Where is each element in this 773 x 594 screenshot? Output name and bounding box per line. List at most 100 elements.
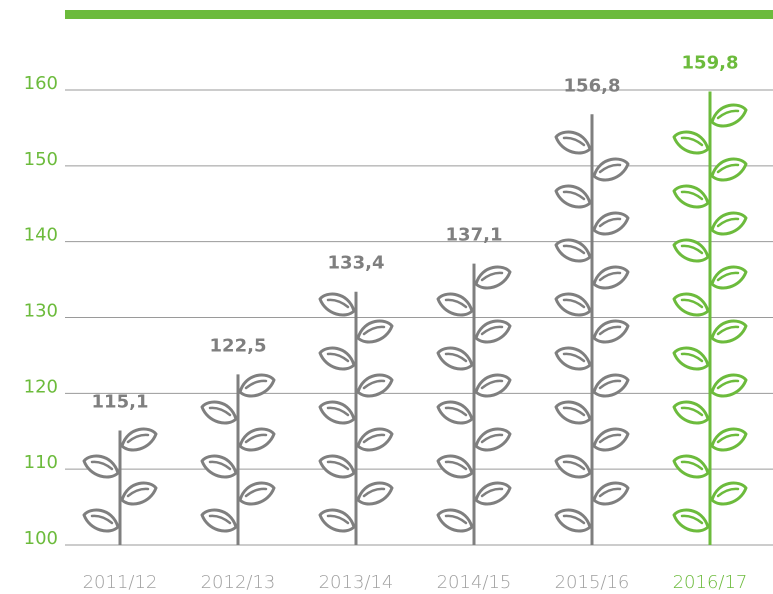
leaf-outline bbox=[710, 427, 748, 452]
leaf-outline bbox=[238, 481, 276, 506]
leaf-outline bbox=[318, 400, 356, 425]
leaf bbox=[672, 238, 710, 263]
leaf bbox=[200, 508, 238, 533]
leaf-rib bbox=[444, 460, 468, 471]
leaf-outline bbox=[436, 400, 474, 425]
leaf-outline bbox=[554, 184, 592, 209]
leaf-outline bbox=[592, 211, 630, 236]
leaf-rib bbox=[716, 163, 740, 174]
leaf-outline bbox=[318, 508, 356, 533]
leaf bbox=[238, 481, 276, 506]
value-label: 156,8 bbox=[564, 75, 621, 96]
y-tick-label: 130 bbox=[24, 301, 58, 322]
leaf-outline bbox=[474, 481, 512, 506]
x-tick-label: 2016/17 bbox=[673, 572, 748, 593]
leaf-rib bbox=[444, 406, 468, 417]
leaf bbox=[710, 373, 748, 398]
leaf bbox=[672, 400, 710, 425]
leaf-rib bbox=[562, 298, 586, 309]
leaf-outline bbox=[672, 130, 710, 155]
x-tick-label: 2012/13 bbox=[201, 572, 276, 593]
leaf-outline bbox=[672, 346, 710, 371]
x-tick-label: 2015/16 bbox=[555, 572, 630, 593]
leaf-outline bbox=[200, 508, 238, 533]
leaf bbox=[238, 427, 276, 452]
leaf-outline bbox=[356, 319, 394, 344]
leaf bbox=[436, 454, 474, 479]
leaf bbox=[82, 454, 120, 479]
leaf-rib bbox=[562, 244, 586, 255]
leaf-outline bbox=[592, 319, 630, 344]
leaf-outline bbox=[554, 238, 592, 263]
x-tick-label: 2011/12 bbox=[83, 572, 158, 593]
leaf bbox=[554, 130, 592, 155]
leaf bbox=[710, 103, 748, 128]
leaf-outline bbox=[474, 319, 512, 344]
leaf-rib bbox=[680, 460, 704, 471]
leaf-outline bbox=[592, 427, 630, 452]
leaf-rib bbox=[562, 136, 586, 147]
leaf-outline bbox=[82, 508, 120, 533]
leaf-outline bbox=[710, 103, 748, 128]
leaf-rib bbox=[326, 460, 350, 471]
leaf bbox=[592, 319, 630, 344]
leaf bbox=[592, 373, 630, 398]
leaf bbox=[318, 346, 356, 371]
leaf bbox=[318, 400, 356, 425]
leaf-outline bbox=[592, 265, 630, 290]
leaf-rib bbox=[716, 271, 740, 282]
leaf-outline bbox=[436, 454, 474, 479]
leaf bbox=[356, 427, 394, 452]
leaf bbox=[356, 319, 394, 344]
leaf-rib bbox=[716, 433, 740, 444]
leaf bbox=[474, 481, 512, 506]
leaf-outline bbox=[710, 265, 748, 290]
leaf-rib bbox=[598, 271, 622, 282]
x-tick-label: 2013/14 bbox=[319, 572, 394, 593]
leaf-rib bbox=[562, 352, 586, 363]
leaf bbox=[710, 211, 748, 236]
y-tick-label: 110 bbox=[24, 452, 58, 473]
leaf-rib bbox=[562, 190, 586, 201]
leaf-rib bbox=[716, 379, 740, 390]
leaf bbox=[592, 427, 630, 452]
leaf-rib bbox=[680, 352, 704, 363]
x-tick-label: 2014/15 bbox=[437, 572, 512, 593]
leaf-outline bbox=[356, 427, 394, 452]
leaf-rib bbox=[598, 433, 622, 444]
leaf-outline bbox=[672, 400, 710, 425]
leaf-outline bbox=[318, 346, 356, 371]
leaf-rib bbox=[680, 136, 704, 147]
leaf-rib bbox=[598, 163, 622, 174]
leaf-outline bbox=[592, 157, 630, 182]
leaf-outline bbox=[238, 427, 276, 452]
leaf-outline bbox=[356, 481, 394, 506]
leaf bbox=[592, 157, 630, 182]
leaf bbox=[592, 211, 630, 236]
leaf-rib bbox=[126, 487, 150, 498]
leaf-outline bbox=[200, 454, 238, 479]
leaf bbox=[672, 508, 710, 533]
leaf-rib bbox=[680, 514, 704, 525]
leaf-rib bbox=[208, 514, 232, 525]
leaf-rib bbox=[326, 352, 350, 363]
leaf-outline bbox=[710, 211, 748, 236]
leaf-rib bbox=[362, 433, 386, 444]
leaf bbox=[474, 319, 512, 344]
leaf-rib bbox=[244, 487, 268, 498]
y-tick-label: 160 bbox=[24, 73, 58, 94]
leaf bbox=[474, 427, 512, 452]
leaf-outline bbox=[200, 400, 238, 425]
leaf-rib bbox=[562, 460, 586, 471]
leaf bbox=[436, 400, 474, 425]
y-tick-label: 150 bbox=[24, 149, 58, 170]
leaf-rib bbox=[598, 379, 622, 390]
leaf-rib bbox=[562, 406, 586, 417]
leaf-rib bbox=[680, 244, 704, 255]
leaf bbox=[120, 481, 158, 506]
leaf bbox=[554, 400, 592, 425]
leaf bbox=[554, 292, 592, 317]
leaf-rib bbox=[598, 487, 622, 498]
leaf-outline bbox=[672, 292, 710, 317]
